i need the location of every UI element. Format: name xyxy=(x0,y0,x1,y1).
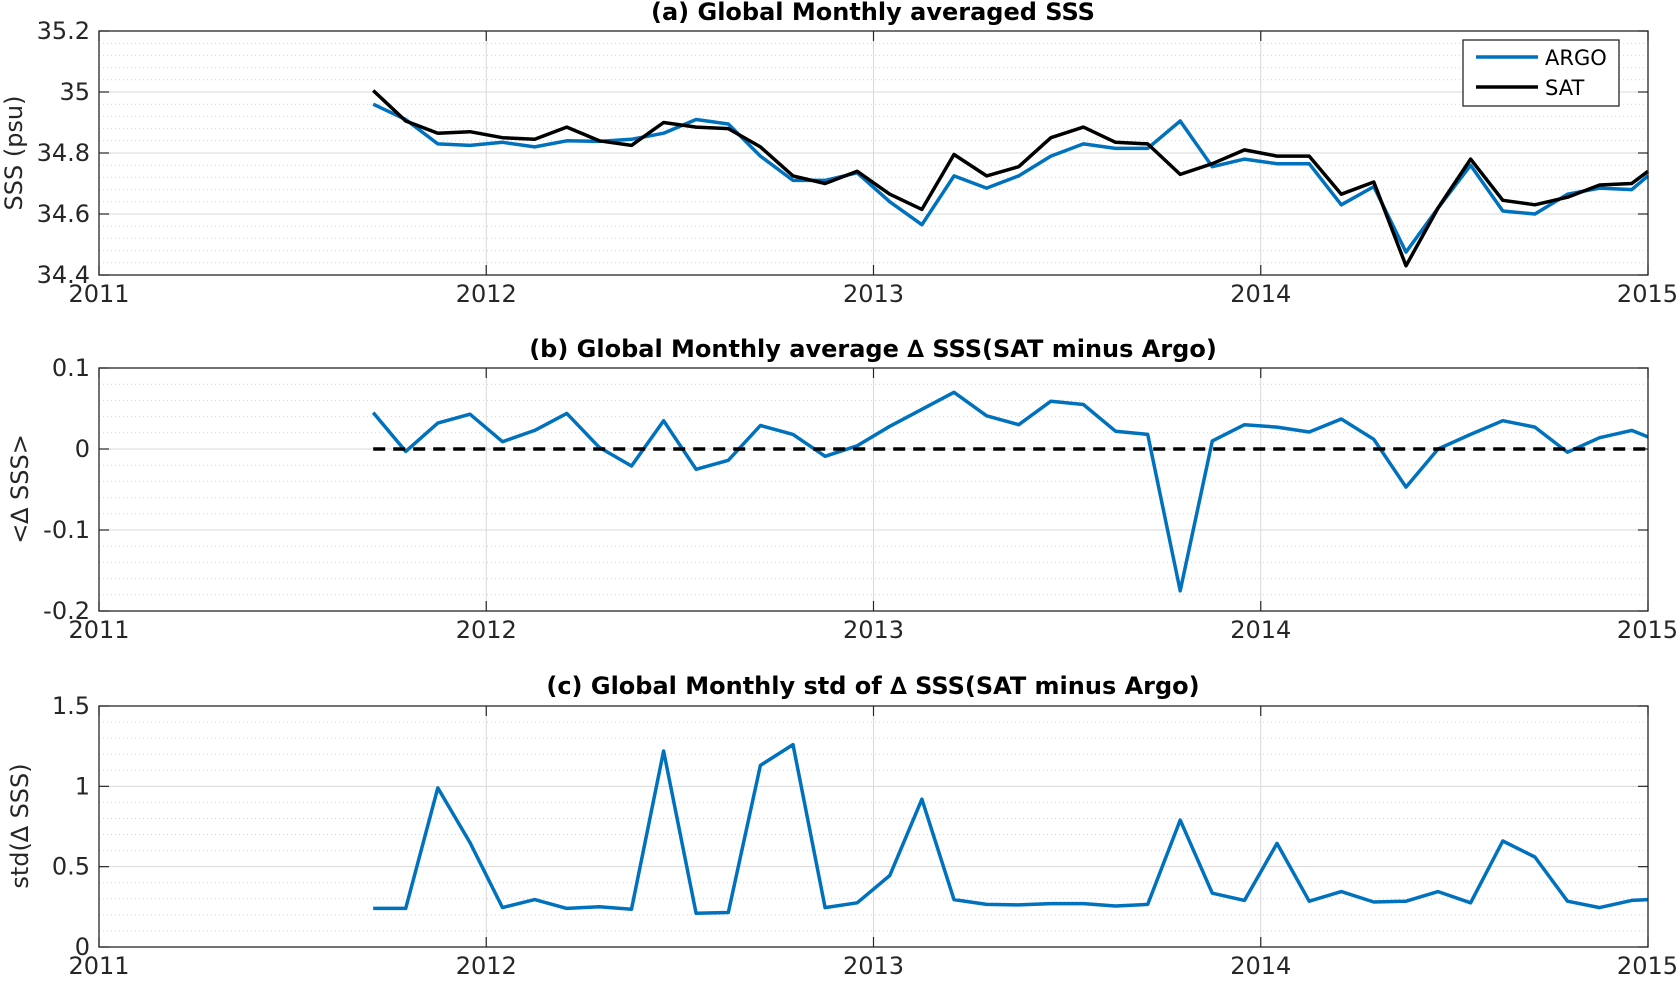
y-axis-label: SSS (psu) xyxy=(0,95,28,210)
y-tick-label: 1.5 xyxy=(52,692,90,720)
y-tick-label: 0.1 xyxy=(52,354,90,382)
panel-title: (a) Global Monthly averaged SSS xyxy=(651,0,1095,26)
y-axis-label: std(∆ SSS) xyxy=(6,763,34,888)
grid xyxy=(98,367,1649,612)
y-tick-labels: 34.4 34.6 34.8 35 35.2 xyxy=(37,17,90,289)
panel-a: (a) Global Monthly averaged SSS 2011 2012… xyxy=(0,0,1678,308)
y-tick-label: 35.2 xyxy=(37,17,90,45)
x-tick-label: 2013 xyxy=(843,616,904,644)
legend-label-sat: SAT xyxy=(1545,76,1584,100)
x-tick-labels: 2011 2012 2013 2014 2015 xyxy=(68,952,1678,980)
x-tick-label: 2014 xyxy=(1230,952,1291,980)
legend: ARGO SAT xyxy=(1462,39,1620,107)
grid xyxy=(98,705,1649,948)
x-tick-label: 2015 xyxy=(1617,952,1678,980)
y-tick-label: 34.6 xyxy=(37,200,90,228)
x-tick-label: 2011 xyxy=(68,616,129,644)
y-tick-label: -0.2 xyxy=(43,597,90,625)
y-tick-label: 1 xyxy=(75,772,90,800)
y-tick-labels: 0 0.5 1 1.5 xyxy=(52,692,90,961)
x-tick-labels: 2011 2012 2013 2014 2015 xyxy=(68,616,1678,644)
plot-frame xyxy=(98,30,1649,276)
x-tick-label: 2013 xyxy=(843,280,904,308)
y-tick-label: -0.1 xyxy=(43,516,90,544)
y-axis-label: <∆ SSS> xyxy=(6,434,34,544)
y-tick-label: 35 xyxy=(59,78,90,106)
y-tick-label: 0.5 xyxy=(52,853,90,881)
legend-box xyxy=(1462,39,1620,107)
x-tick-label: 2014 xyxy=(1230,280,1291,308)
x-tick-label: 2011 xyxy=(68,952,129,980)
x-tick-label: 2013 xyxy=(843,952,904,980)
panel-title: (b) Global Monthly average ∆ SSS(SAT min… xyxy=(529,335,1217,363)
series-lines xyxy=(372,89,1650,268)
y-tick-label: 34.4 xyxy=(37,261,90,289)
plot-frame xyxy=(98,705,1649,948)
x-tick-labels: 2011 2012 2013 2014 2015 xyxy=(68,280,1678,308)
series-line-series-0 xyxy=(371,390,1649,593)
x-tick-label: 2015 xyxy=(1617,616,1678,644)
panel-c: (c) Global Monthly std of ∆ SSS(SAT minu… xyxy=(6,672,1678,980)
y-tick-label: 34.8 xyxy=(37,139,90,167)
legend-label-argo: ARGO xyxy=(1545,46,1607,70)
y-tick-label: 0 xyxy=(75,933,90,961)
series-line-sat xyxy=(372,89,1650,268)
x-tick-label: 2012 xyxy=(456,952,517,980)
x-tick-label: 2012 xyxy=(456,280,517,308)
x-tick-label: 2015 xyxy=(1617,280,1678,308)
y-tick-label: 0 xyxy=(75,435,90,463)
x-tick-label: 2014 xyxy=(1230,616,1291,644)
x-tick-label: 2012 xyxy=(456,616,517,644)
y-tick-labels: -0.2 -0.1 0 0.1 xyxy=(43,354,90,625)
series-lines xyxy=(371,390,1649,593)
panel-b: (b) Global Monthly average ∆ SSS(SAT min… xyxy=(6,335,1678,644)
plot-frame xyxy=(98,367,1649,612)
panel-title: (c) Global Monthly std of ∆ SSS(SAT minu… xyxy=(546,672,1199,700)
series-lines xyxy=(373,742,1649,916)
series-line-series-0 xyxy=(373,742,1649,916)
x-tick-label: 2011 xyxy=(68,280,129,308)
